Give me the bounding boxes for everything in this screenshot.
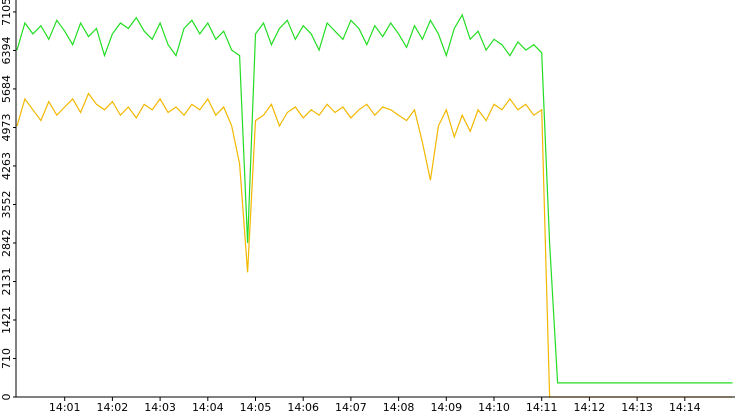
y-tick-label: 5684 bbox=[0, 75, 13, 103]
x-tick-label: 14:12 bbox=[574, 401, 606, 414]
y-tick-label: 3552 bbox=[0, 190, 13, 218]
x-tick-label: 14:08 bbox=[383, 401, 415, 414]
x-tick-label: 14:13 bbox=[621, 401, 653, 414]
y-tick-label: 710 bbox=[0, 348, 13, 369]
x-tick-label: 14:07 bbox=[335, 401, 367, 414]
series-line bbox=[16, 13, 733, 384]
y-tick-label: 0 bbox=[0, 394, 13, 401]
y-tick-label: 7105 bbox=[0, 0, 13, 26]
x-tick-label: 14:03 bbox=[144, 401, 176, 414]
y-tick-label: 2131 bbox=[0, 268, 13, 296]
x-tick-label: 14:11 bbox=[526, 401, 558, 414]
y-tick-label: 1421 bbox=[0, 306, 13, 334]
x-tick-label: 14:14 bbox=[669, 401, 701, 414]
x-tick-label: 14:09 bbox=[430, 401, 462, 414]
x-tick-label: 14:10 bbox=[478, 401, 510, 414]
x-tick-label: 14:01 bbox=[49, 401, 81, 414]
x-tick-label: 14:06 bbox=[287, 401, 319, 414]
y-tick-label: 2842 bbox=[0, 229, 13, 257]
x-tick-label: 14:05 bbox=[240, 401, 272, 414]
y-tick-label: 4263 bbox=[0, 152, 13, 180]
y-tick-label: 4973 bbox=[0, 113, 13, 141]
series-line bbox=[16, 92, 733, 398]
y-tick-label: 6394 bbox=[0, 36, 13, 64]
x-tick-label: 14:04 bbox=[192, 401, 224, 414]
x-tick-label: 14:02 bbox=[97, 401, 129, 414]
